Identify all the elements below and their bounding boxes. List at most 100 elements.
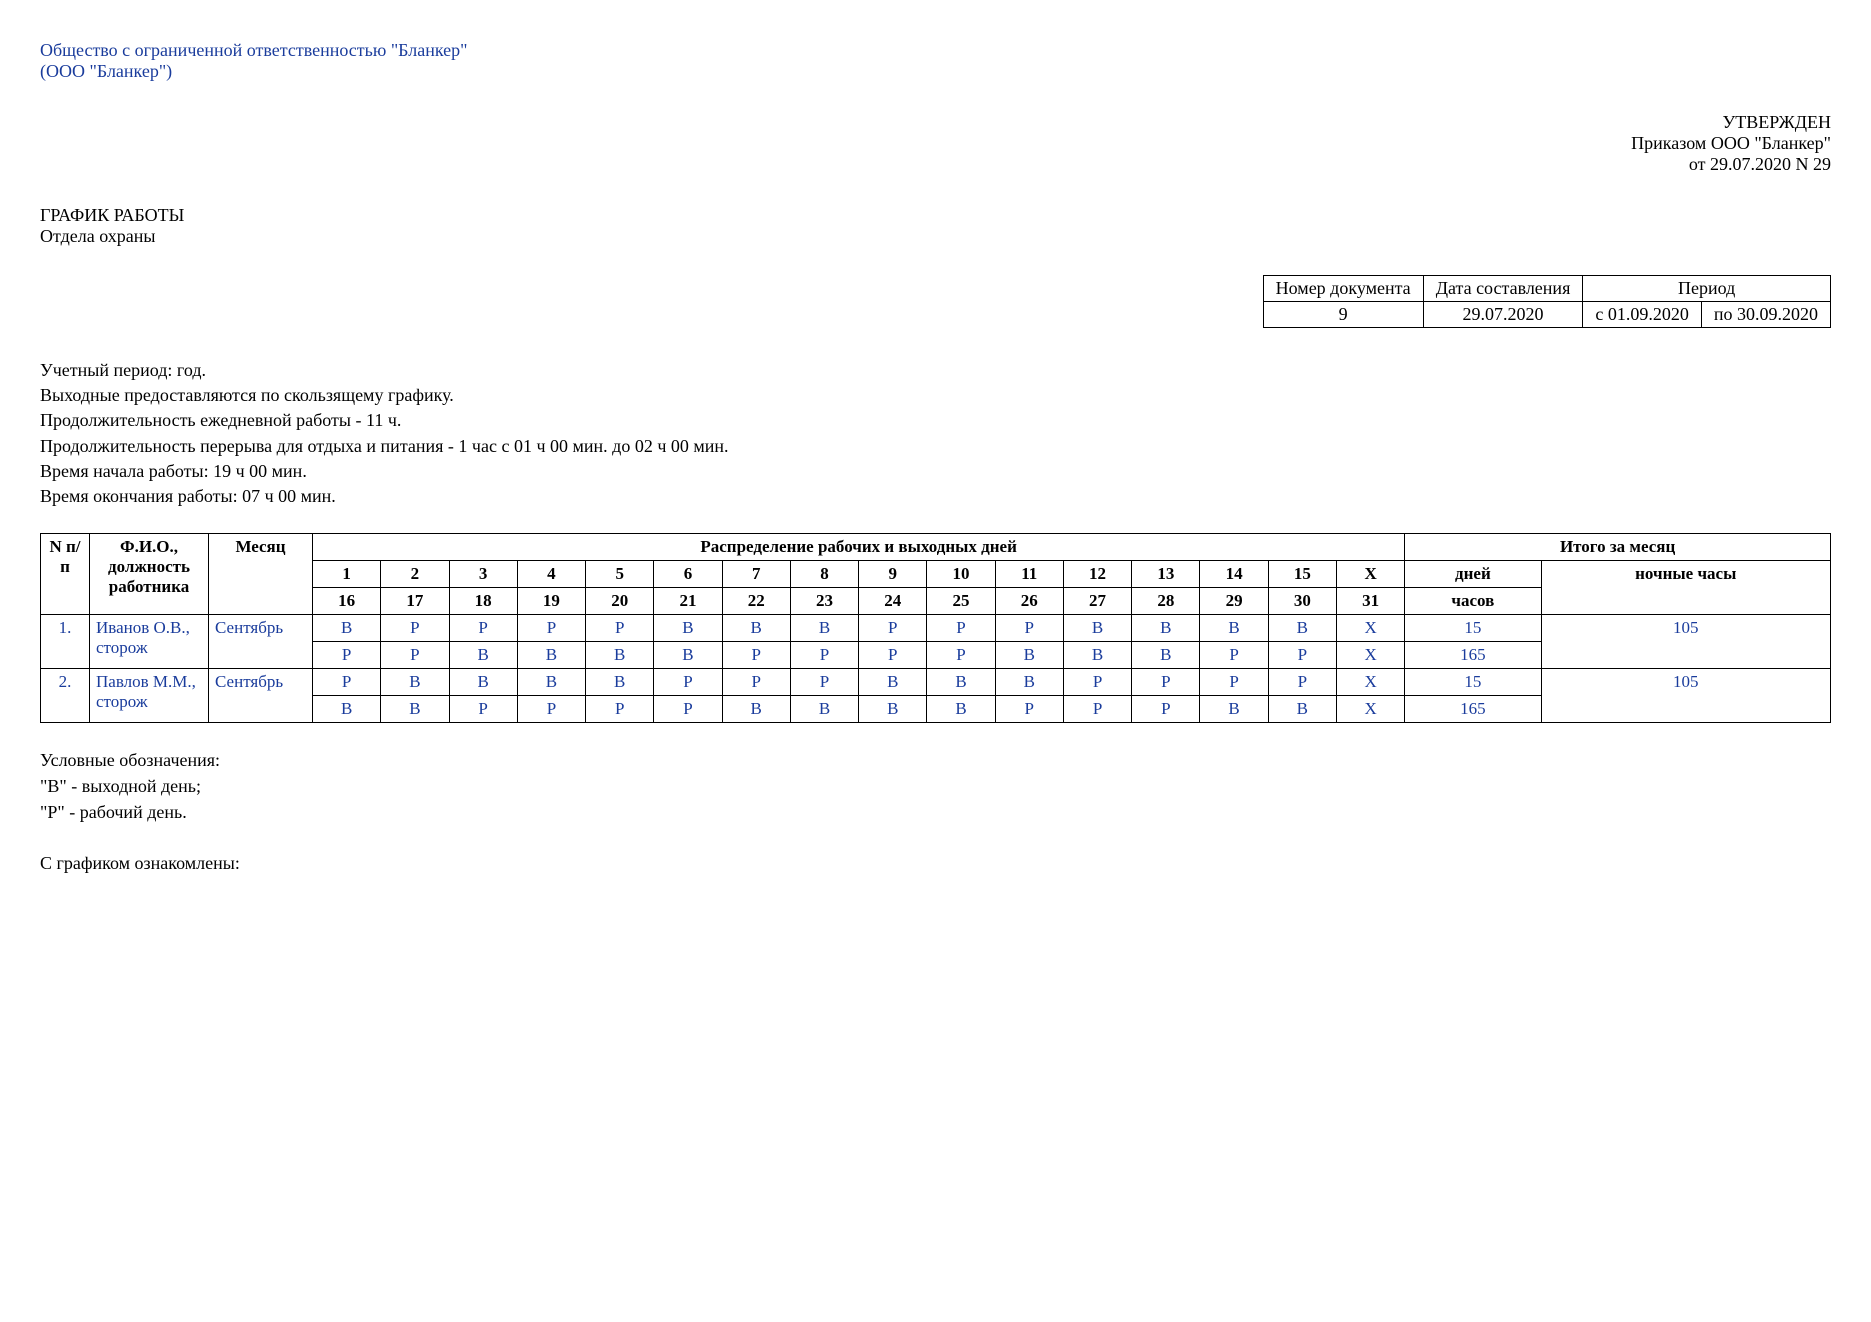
note-4: Продолжительность перерыва для отдыха и … bbox=[40, 434, 1831, 459]
th-day: 1 bbox=[313, 561, 381, 588]
meta-header-period: Период bbox=[1583, 276, 1831, 302]
cell-shift: Р bbox=[790, 669, 858, 696]
meta-date: 29.07.2020 bbox=[1423, 302, 1583, 328]
cell-shift: В bbox=[1063, 615, 1131, 642]
cell-shift: Р bbox=[313, 642, 381, 669]
legend-block: Условные обозначения: "В" - выходной ден… bbox=[40, 747, 1831, 825]
th-day: 12 bbox=[1063, 561, 1131, 588]
cell-shift: Р bbox=[995, 615, 1063, 642]
approval-by: Приказом ООО "Бланкер" bbox=[40, 133, 1831, 154]
th-day: 19 bbox=[517, 588, 585, 615]
cell-shift: Р bbox=[995, 696, 1063, 723]
org-header: Общество с ограниченной ответственностью… bbox=[40, 40, 1831, 82]
cell-shift: В bbox=[381, 669, 449, 696]
meta-table-wrap: Номер документа Дата составления Период … bbox=[40, 275, 1831, 328]
cell-shift: Р bbox=[927, 642, 995, 669]
meta-table: Номер документа Дата составления Период … bbox=[1263, 275, 1831, 328]
th-day: 30 bbox=[1268, 588, 1336, 615]
cell-shift: В bbox=[995, 642, 1063, 669]
cell-shift: Р bbox=[517, 615, 585, 642]
th-day: 14 bbox=[1200, 561, 1268, 588]
cell-shift: В bbox=[1268, 615, 1336, 642]
cell-shift: В bbox=[1132, 642, 1200, 669]
cell-shift: Р bbox=[449, 696, 517, 723]
cell-shift: X bbox=[1336, 615, 1404, 642]
th-day: 15 bbox=[1268, 561, 1336, 588]
schedule-thead: N п/п Ф.И.О., должность работника Месяц … bbox=[41, 534, 1831, 615]
th-total: Итого за месяц bbox=[1405, 534, 1831, 561]
cell-shift: В bbox=[449, 642, 517, 669]
note-2: Выходные предоставляются по скользящему … bbox=[40, 383, 1831, 408]
note-3: Продолжительность ежедневной работы - 11… bbox=[40, 408, 1831, 433]
title-line2: Отдела охраны bbox=[40, 226, 1831, 247]
th-day: 26 bbox=[995, 588, 1063, 615]
cell-npp: 2. bbox=[41, 669, 90, 723]
th-day: 11 bbox=[995, 561, 1063, 588]
cell-shift: Р bbox=[586, 696, 654, 723]
th-day: 6 bbox=[654, 561, 722, 588]
cell-shift: В bbox=[859, 696, 927, 723]
cell-shift: Р bbox=[722, 642, 790, 669]
th-day: 8 bbox=[790, 561, 858, 588]
cell-shift: В bbox=[995, 669, 1063, 696]
cell-shift: В bbox=[313, 615, 381, 642]
cell-days: 15 bbox=[1405, 669, 1541, 696]
cell-shift: Р bbox=[313, 669, 381, 696]
legend-r: "Р" - рабочий день. bbox=[40, 799, 1831, 825]
cell-shift: Р bbox=[859, 642, 927, 669]
cell-shift: Р bbox=[1200, 669, 1268, 696]
th-day: 5 bbox=[586, 561, 654, 588]
note-6: Время окончания работы: 07 ч 00 мин. bbox=[40, 484, 1831, 509]
legend-v: "В" - выходной день; bbox=[40, 773, 1831, 799]
th-day: 23 bbox=[790, 588, 858, 615]
th-day: 9 bbox=[859, 561, 927, 588]
footer-note: С графиком ознакомлены: bbox=[40, 853, 1831, 874]
meta-period-to: по 30.09.2020 bbox=[1701, 302, 1830, 328]
cell-shift: В bbox=[927, 696, 995, 723]
cell-shift: В bbox=[586, 642, 654, 669]
title-line1: ГРАФИК РАБОТЫ bbox=[40, 205, 1831, 226]
th-day: 25 bbox=[927, 588, 995, 615]
cell-shift: В bbox=[1132, 615, 1200, 642]
approval-date-no: от 29.07.2020 N 29 bbox=[40, 154, 1831, 175]
cell-hours: 165 bbox=[1405, 642, 1541, 669]
cell-shift: Р bbox=[1268, 669, 1336, 696]
cell-shift: В bbox=[790, 615, 858, 642]
th-day: 10 bbox=[927, 561, 995, 588]
th-day: 13 bbox=[1132, 561, 1200, 588]
meta-docno: 9 bbox=[1263, 302, 1423, 328]
approval-block: УТВЕРЖДЕН Приказом ООО "Бланкер" от 29.0… bbox=[40, 112, 1831, 175]
note-1: Учетный период: год. bbox=[40, 358, 1831, 383]
th-day: 20 bbox=[586, 588, 654, 615]
cell-shift: Р bbox=[1132, 669, 1200, 696]
th-day: 31 bbox=[1336, 588, 1404, 615]
meta-header-docno: Номер документа bbox=[1263, 276, 1423, 302]
cell-fio: Павлов М.М., сторож bbox=[90, 669, 209, 723]
cell-shift: Р bbox=[449, 615, 517, 642]
note-5: Время начала работы: 19 ч 00 мин. bbox=[40, 459, 1831, 484]
cell-shift: Р bbox=[654, 669, 722, 696]
th-distribution: Распределение рабочих и выходных дней bbox=[313, 534, 1405, 561]
cell-shift: В bbox=[1200, 615, 1268, 642]
th-day: 21 bbox=[654, 588, 722, 615]
cell-shift: В bbox=[1063, 642, 1131, 669]
cell-shift: X bbox=[1336, 696, 1404, 723]
th-fio: Ф.И.О., должность работника bbox=[90, 534, 209, 615]
org-short-name: (ООО "Бланкер") bbox=[40, 61, 1831, 82]
cell-shift: Р bbox=[1268, 642, 1336, 669]
th-npp: N п/п bbox=[41, 534, 90, 615]
cell-shift: В bbox=[654, 615, 722, 642]
cell-shift: В bbox=[859, 669, 927, 696]
cell-shift: В bbox=[313, 696, 381, 723]
schedule-table: N п/п Ф.И.О., должность работника Месяц … bbox=[40, 533, 1831, 723]
legend-title: Условные обозначения: bbox=[40, 747, 1831, 773]
th-day: 24 bbox=[859, 588, 927, 615]
th-month: Месяц bbox=[209, 534, 313, 615]
document-title: ГРАФИК РАБОТЫ Отдела охраны bbox=[40, 205, 1831, 247]
cell-shift: Р bbox=[381, 615, 449, 642]
th-day: 18 bbox=[449, 588, 517, 615]
th-day: 29 bbox=[1200, 588, 1268, 615]
cell-days: 15 bbox=[1405, 615, 1541, 642]
th-hours-col: часов bbox=[1405, 588, 1541, 615]
cell-month: Сентябрь bbox=[209, 615, 313, 669]
